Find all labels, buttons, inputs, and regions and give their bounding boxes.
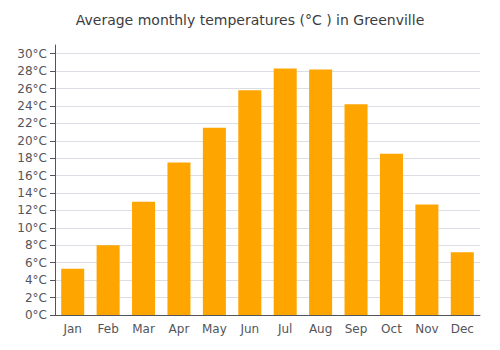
svg-text:2°C: 2°C: [25, 291, 47, 305]
svg-text:28°C: 28°C: [17, 64, 47, 78]
svg-text:Jan: Jan: [62, 322, 82, 336]
svg-text:Mar: Mar: [132, 322, 155, 336]
svg-text:22°C: 22°C: [17, 116, 47, 130]
svg-text:Aug: Aug: [309, 322, 332, 336]
svg-text:Feb: Feb: [98, 322, 119, 336]
svg-text:24°C: 24°C: [17, 99, 47, 113]
svg-text:0°C: 0°C: [25, 308, 47, 322]
svg-text:10°C: 10°C: [17, 221, 47, 235]
svg-text:Apr: Apr: [169, 322, 190, 336]
svg-text:18°C: 18°C: [17, 151, 47, 165]
svg-text:20°C: 20°C: [17, 134, 47, 148]
svg-text:14°C: 14°C: [17, 186, 47, 200]
svg-text:12°C: 12°C: [17, 203, 47, 217]
svg-text:30°C: 30°C: [17, 47, 47, 61]
svg-text:Average monthly temperatures (: Average monthly temperatures (°C ) in Gr…: [76, 12, 425, 28]
svg-text:Jul: Jul: [277, 322, 292, 336]
svg-text:Nov: Nov: [415, 322, 438, 336]
svg-text:4°C: 4°C: [25, 273, 47, 287]
svg-text:16°C: 16°C: [17, 169, 47, 183]
svg-text:26°C: 26°C: [17, 82, 47, 96]
svg-text:Oct: Oct: [381, 322, 402, 336]
svg-text:8°C: 8°C: [25, 238, 47, 252]
svg-text:Sep: Sep: [345, 322, 368, 336]
svg-text:6°C: 6°C: [25, 256, 47, 270]
svg-text:Dec: Dec: [451, 322, 474, 336]
svg-text:May: May: [202, 322, 227, 336]
svg-text:Jun: Jun: [239, 322, 259, 336]
